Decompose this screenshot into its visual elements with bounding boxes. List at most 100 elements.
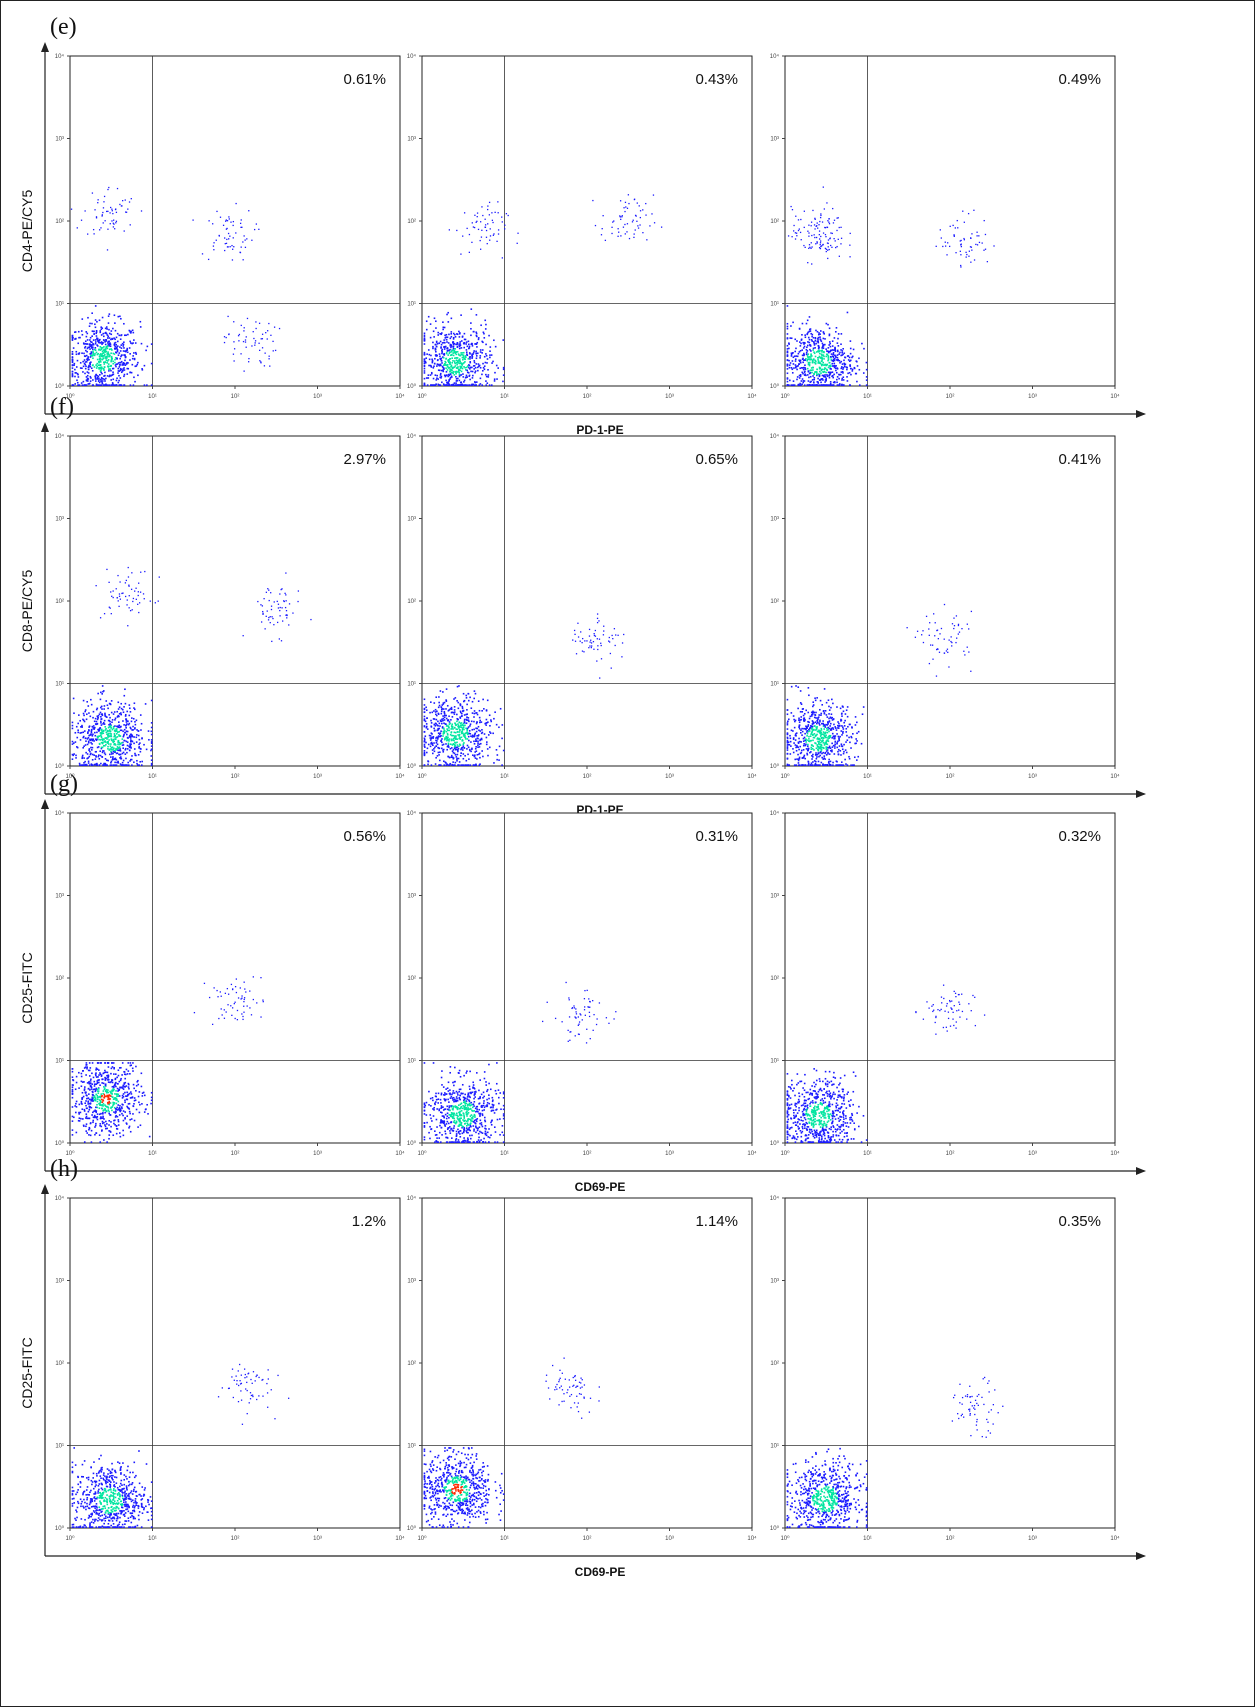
event-dot [101, 738, 104, 741]
event-dot [461, 364, 463, 366]
event-dot [832, 355, 835, 358]
event-dot [117, 1095, 120, 1097]
event-dot [934, 622, 936, 624]
event-dot [99, 732, 102, 734]
event-dot [940, 627, 943, 630]
event-dot [124, 350, 126, 353]
event-dot [829, 760, 832, 763]
event-dot [423, 370, 426, 372]
event-dot [93, 740, 95, 742]
event-dot [798, 758, 801, 760]
event-dot [817, 333, 820, 336]
event-dot [114, 228, 116, 230]
event-dot [108, 313, 111, 315]
event-dot [588, 628, 591, 631]
event-dot [84, 340, 87, 343]
event-dot [465, 722, 468, 725]
event-dot [117, 726, 120, 729]
event-dot [497, 233, 500, 235]
event-dot [115, 733, 118, 735]
x-tick-label: 10³ [665, 394, 674, 400]
event-dot [452, 332, 455, 335]
event-dot [960, 245, 963, 248]
event-dot [608, 641, 611, 643]
event-dot [100, 354, 103, 356]
event-dot [819, 339, 822, 341]
event-dot [450, 706, 453, 709]
event-dot [831, 384, 834, 386]
event-dot [81, 384, 84, 386]
event-dot [815, 711, 817, 714]
event-dot [130, 1064, 133, 1067]
event-dot [823, 384, 826, 386]
event-dot [286, 617, 288, 619]
event-dot [957, 623, 960, 626]
event-dot [827, 246, 829, 248]
event-dot [119, 725, 122, 728]
event-dot [821, 349, 824, 352]
event-dot [856, 759, 858, 761]
event-dot [642, 232, 644, 234]
event-dot [478, 753, 480, 756]
event-dot [116, 345, 119, 347]
event-dot [96, 762, 98, 765]
event-dot [501, 257, 503, 259]
event-dot [454, 747, 457, 749]
event-dot [100, 328, 103, 331]
event-dot [828, 223, 831, 225]
event-dot [119, 598, 122, 600]
event-dot [805, 357, 807, 360]
event-dot [192, 219, 194, 221]
y-axis-label: CD25-FITC [19, 952, 35, 1024]
event-dot [150, 726, 153, 729]
event-dot [823, 358, 825, 360]
event-dot [133, 1087, 135, 1090]
event-dot [444, 375, 447, 378]
event-dot [475, 352, 478, 355]
event-dot [137, 594, 139, 597]
event-dot [804, 732, 806, 735]
event-dot [423, 764, 426, 766]
event-dot [468, 739, 470, 742]
event-dot [463, 361, 465, 364]
event-dot [87, 760, 90, 763]
x-tick-label: 10⁰ [780, 773, 790, 780]
event-dot [122, 720, 124, 722]
event-dot [462, 749, 464, 751]
event-dot [138, 611, 140, 614]
event-dot [446, 341, 448, 343]
event-dot [102, 349, 105, 352]
event-dot [423, 743, 426, 746]
event-dot [468, 364, 471, 367]
event-dot [816, 745, 819, 748]
event-dot [98, 729, 100, 731]
event-dot [262, 612, 264, 615]
event-dot [121, 752, 124, 755]
event-dot [445, 338, 448, 341]
event-dot [268, 355, 270, 357]
event-dot [473, 330, 475, 333]
event-dot [838, 377, 840, 380]
event-dot [141, 760, 143, 763]
event-dot [469, 696, 471, 699]
event-dot [821, 704, 824, 706]
event-dot [253, 337, 255, 340]
event-dot [461, 354, 464, 356]
event-dot [807, 380, 810, 382]
event-dot [808, 341, 811, 344]
event-dot [112, 1134, 115, 1137]
event-dot [808, 730, 811, 732]
event-dot [288, 603, 291, 605]
event-dot [126, 748, 129, 750]
event-dot [437, 727, 439, 730]
event-dot [240, 219, 242, 221]
event-dot [842, 376, 845, 379]
event-dot [115, 736, 117, 739]
event-dot [613, 628, 616, 630]
event-dot [157, 600, 159, 602]
x-axis-arrow [1136, 1167, 1146, 1175]
event-dot [452, 711, 455, 714]
event-dot [810, 744, 813, 746]
event-dot [812, 336, 815, 339]
event-dot [841, 363, 844, 365]
